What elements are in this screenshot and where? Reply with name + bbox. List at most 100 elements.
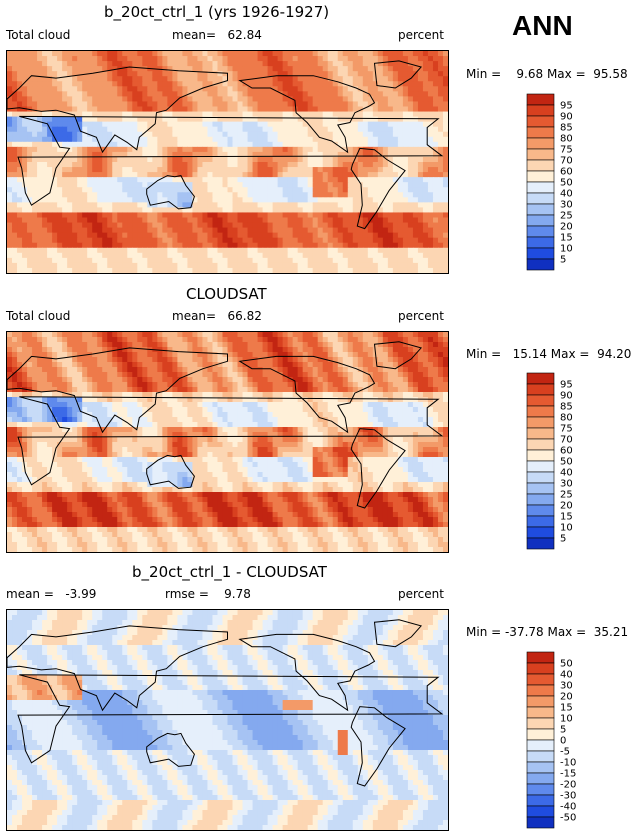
colorbar-box [526,416,555,429]
colorbar-box [526,115,555,128]
panel-3-min-max: Min = -37.78 Max = 35.21 [466,625,629,639]
colorbar-box [526,170,555,183]
colorbar-tick-label: 30 [560,200,573,211]
colorbar-boxes [526,651,555,829]
colorbar-box [526,482,555,495]
panel-2-colorbar: 95 90 85 80 75 70 60 50 40 30 25 20 15 10 5 [526,372,587,550]
colorbar-box [526,471,555,484]
panel-3-center-label: rmse = 9.78 [165,587,251,601]
colorbar-tick-label: 60 [560,167,573,178]
colorbar-box [526,684,555,697]
colorbar-tick-label: 15 [560,233,573,244]
colorbar-tick-label: 85 [560,402,573,413]
colorbar-box [526,192,555,205]
colorbar-tick-label: 25 [560,490,573,501]
colorbar-box [526,460,555,473]
colorbar-tick-label: -50 [560,813,576,824]
colorbar-tick-label: -40 [560,802,576,813]
colorbar-tick-label: 20 [560,692,573,703]
colorbar-box [526,504,555,517]
colorbar-tick-label: 0 [560,736,566,747]
colorbar-box [526,493,555,506]
colorbar-tick-label: 80 [560,413,573,424]
colorbar-tick-label: 5 [560,255,566,266]
colorbar-box [526,761,555,774]
colorbar-box [526,405,555,418]
colorbar-box [526,706,555,719]
colorbar-tick-label: 40 [560,468,573,479]
colorbar-box [526,739,555,752]
colorbar-tick-label: 25 [560,211,573,222]
colorbar-box [526,104,555,117]
panel-2-right-label: percent [398,309,444,323]
colorbar-box [526,805,555,818]
panel-1-min-max: Min = 9.68 Max = 95.58 [466,67,628,81]
panel-2-left-label: Total cloud [6,309,71,323]
panel-1-right-label: percent [398,28,444,42]
colorbar-box [526,772,555,785]
colorbar-box [526,383,555,396]
colorbar-tick-label: 90 [560,391,573,402]
colorbar-box [526,214,555,227]
colorbar-box [526,372,555,385]
colorbar-box [526,203,555,216]
colorbar-box [526,526,555,539]
field-cells [7,610,448,830]
panel-2-map [6,331,449,553]
field-cells [7,51,448,273]
colorbar-tick-label: 10 [560,244,573,255]
colorbar-tick-label: 50 [560,457,573,468]
panel-3-colorbar: 50 40 30 20 15 10 5 0 -5 -10 -15 -20 -30 -40 -50 [526,651,587,829]
colorbar-box [526,236,555,249]
colorbar-box [526,247,555,260]
panel-3-map [6,609,449,831]
colorbar-box [526,515,555,528]
coastlines [7,341,444,509]
colorbar-tick-label: 30 [560,479,573,490]
colorbar-box [526,258,555,271]
colorbar-box [526,794,555,807]
colorbar-tick-label: 10 [560,714,573,725]
panel-2-field [7,332,448,552]
colorbar-box [526,126,555,139]
panel-3-title: b_20ct_ctrl_1 - CLOUDSAT [132,563,327,581]
colorbar-tick-label: 60 [560,446,573,457]
colorbar-tick-label: 20 [560,222,573,233]
colorbar-tick-label: 90 [560,112,573,123]
colorbar-tick-label: -10 [560,758,576,769]
panel-2-center-label: mean= 66.82 [172,309,262,323]
panel-1-left-label: Total cloud [6,28,71,42]
colorbar-tick-label: 30 [560,681,573,692]
field-cells [7,332,448,552]
colorbar-box [526,537,555,550]
colorbar-box [526,750,555,763]
panel-1-map [6,50,449,274]
panel-1-title: b_20ct_ctrl_1 (yrs 1926-1927) [104,3,330,21]
colorbar-boxes [526,372,555,550]
colorbar-tick-label: 5 [560,534,566,545]
colorbar-box [526,662,555,675]
colorbar-tick-label: -30 [560,791,576,802]
panel-1-field [7,51,448,273]
colorbar-box [526,783,555,796]
panel-3-left-label: mean = -3.99 [6,587,97,601]
colorbar-tick-label: 20 [560,501,573,512]
colorbar-box [526,717,555,730]
colorbar-box [526,93,555,106]
colorbar-box [526,728,555,741]
season-label: ANN [512,10,573,41]
colorbar-box [526,148,555,161]
colorbar-tick-label: 50 [560,659,573,670]
colorbar-boxes [526,93,555,271]
colorbar-box [526,225,555,238]
colorbar-tick-label: 5 [560,725,566,736]
colorbar-tick-label: 95 [560,101,573,112]
colorbar-tick-label: -15 [560,769,576,780]
colorbar-tick-label: 40 [560,670,573,681]
panel-1-center-label: mean= 62.84 [172,28,262,42]
colorbar-box [526,181,555,194]
colorbar-tick-label: 50 [560,178,573,189]
colorbar-tick-label: 40 [560,189,573,200]
colorbar-tick-label: 75 [560,145,573,156]
colorbar-tick-label: 75 [560,424,573,435]
